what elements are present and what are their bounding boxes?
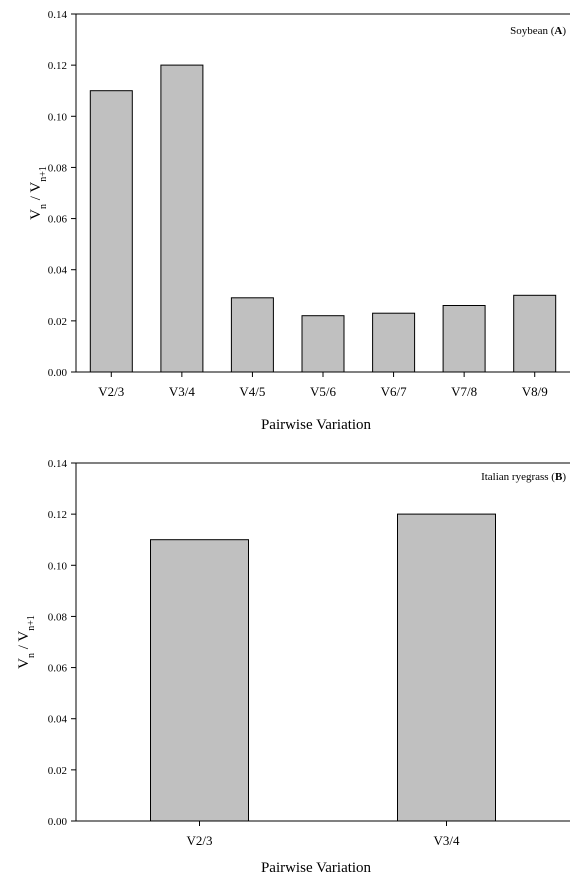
y-tick-label: 0.14	[48, 458, 68, 470]
x-tick-label: V4/5	[239, 384, 265, 399]
y-tick-label: 0.04	[48, 714, 68, 726]
y-tick-label: 0.10	[48, 111, 68, 123]
bar-V2-3	[89, 90, 133, 373]
y-axis-title-sub-n1: n+1	[26, 615, 37, 631]
bar-V7-8	[442, 305, 486, 373]
y-tick-label: 0.00	[48, 816, 68, 828]
x-tick-label: V3/4	[434, 833, 461, 848]
bar-V6-7	[372, 312, 416, 373]
y-axis-title-sub-n: n	[38, 204, 49, 209]
x-axis-title: Pairwise Variation	[261, 417, 372, 433]
y-tick-label: 0.06	[48, 663, 68, 675]
y-axis-title-sub-n: n	[26, 653, 37, 658]
x-tick-label: V2/3	[187, 833, 213, 848]
y-axis-title: Vn / Vn+1	[28, 166, 49, 220]
panel-label-letter: A	[554, 25, 562, 37]
x-tick-label: V5/6	[310, 384, 337, 399]
panel-label: Soybean (A)	[510, 25, 566, 37]
y-tick-label: 0.04	[48, 265, 68, 277]
y-tick-label: 0.02	[48, 765, 67, 777]
y-tick-label: 0.02	[48, 316, 67, 328]
panel-label-letter: B	[555, 471, 563, 483]
y-tick-label: 0.12	[48, 60, 67, 72]
y-tick-label: 0.08	[48, 611, 68, 623]
chart-panel-b: 0.00 0.02 0.04 0.06 0.08 0.10 0.12 0.14 V2/3 V3/4…	[16, 458, 570, 876]
bar-V3-4	[160, 64, 204, 373]
y-axis-title-sub-n1: n+1	[38, 166, 49, 182]
x-tick-label: V2/3	[98, 384, 124, 399]
x-tick-label: V7/8	[451, 384, 477, 399]
y-tick-label: 0.12	[48, 509, 67, 521]
y-tick-label: 0.14	[48, 9, 68, 21]
bar-V3-4	[397, 513, 496, 822]
bar-V4-5	[230, 297, 274, 373]
y-axis-title-v: V	[28, 209, 44, 220]
x-tick-label: V3/4	[169, 384, 196, 399]
panel-label: Italian ryegrass (B)	[481, 471, 566, 483]
bar-V2-3	[150, 539, 249, 822]
y-axis-title-sep: / V	[16, 631, 32, 653]
x-tick-label: V8/9	[522, 384, 548, 399]
x-axis-title: Pairwise Variation	[261, 860, 372, 876]
bar-V8-9	[513, 294, 557, 373]
y-axis-title-sep: / V	[28, 182, 44, 204]
x-tick-label: V6/7	[381, 384, 408, 399]
panel-label-text: Italian ryegrass (	[481, 471, 555, 483]
panel-label-close: )	[562, 471, 566, 483]
y-axis-title-v: V	[16, 658, 32, 669]
bar-V5-6	[301, 315, 345, 373]
panel-label-text: Soybean (	[510, 25, 555, 37]
panel-label-close: )	[562, 25, 566, 37]
y-axis-title: Vn / Vn+1	[16, 615, 37, 669]
y-tick-label: 0.06	[48, 214, 68, 226]
y-tick-label: 0.10	[48, 560, 68, 572]
y-tick-label: 0.08	[48, 162, 68, 174]
chart-panel-a: 0.00 0.02 0.04 0.06 0.08 0.10 0.12 0.14 V2/3 V3/4…	[28, 9, 570, 433]
y-tick-label: 0.00	[48, 367, 68, 379]
